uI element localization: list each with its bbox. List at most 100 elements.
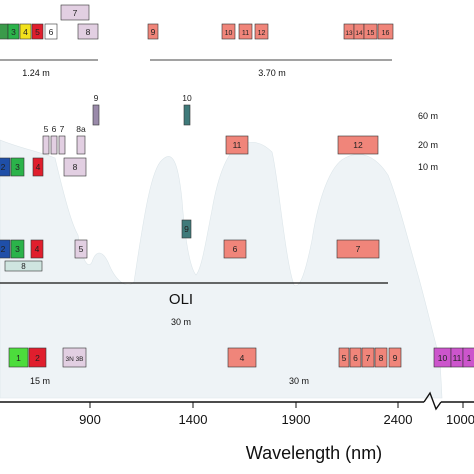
band-row1-9 xyxy=(147,23,159,40)
band-row3-2 xyxy=(0,239,11,259)
band-row1-3 xyxy=(7,23,20,40)
band-row1-1 xyxy=(0,23,9,40)
resolution-label-10m: 10 m xyxy=(418,162,438,172)
band-row3-8 xyxy=(4,260,43,272)
band-row3-4-label: 4 xyxy=(35,244,40,254)
band-row1-6 xyxy=(44,23,58,40)
band-row2-10 xyxy=(183,104,191,126)
band-row3-7-label: 7 xyxy=(356,244,361,254)
band-row2-4 xyxy=(32,157,44,177)
band-row4-12-label: 1 xyxy=(467,353,472,363)
band-row4-3n3b-label: 3N 3B xyxy=(65,356,83,363)
sensor-name-label: OLI xyxy=(169,291,193,308)
tick-label-1000: 1000 xyxy=(446,412,474,427)
band-row1-13-label: 13 xyxy=(345,30,353,37)
band-row4-7 xyxy=(361,347,375,368)
band-row1-15 xyxy=(363,23,378,40)
band-row4-5 xyxy=(338,347,350,368)
band-row2-12-label: 12 xyxy=(353,140,363,150)
band-row4-1 xyxy=(8,347,29,368)
band-row3-3 xyxy=(10,239,25,259)
tick-label-1400: 1400 xyxy=(179,412,208,427)
band-row4-12 xyxy=(462,347,474,368)
resolution-label-20m: 20 m xyxy=(418,140,438,150)
band-row4-5-label: 5 xyxy=(342,353,347,363)
band-row4-1-label: 1 xyxy=(16,353,21,363)
band-row1-12 xyxy=(254,23,269,40)
band-row2-7 xyxy=(58,135,66,155)
band-row1-11 xyxy=(238,23,253,40)
band-row3-6-label: 6 xyxy=(233,244,238,254)
band-row2-8 xyxy=(63,157,87,177)
band-row2-5-label: 5 xyxy=(44,124,49,134)
band-row1-16-label: 16 xyxy=(382,30,390,37)
band-row4-8 xyxy=(374,347,388,368)
band-row4-10-label: 10 xyxy=(438,353,448,363)
band-row2-8-label: 8 xyxy=(73,162,78,172)
wavelength-axis: 900 1400 1900 2400 1000 Wavelength (nm) xyxy=(0,391,474,463)
band-row2-12 xyxy=(337,135,379,155)
band-row2-2-label: 2 xyxy=(1,162,6,172)
band-row1-9-label: 9 xyxy=(151,27,156,37)
band-row1-16 xyxy=(377,23,394,40)
band-row1-10-label: 10 xyxy=(225,30,233,37)
band-row2-9 xyxy=(92,104,100,126)
band-row1-6-label: 6 xyxy=(49,27,54,37)
band-row4-7-label: 7 xyxy=(366,353,371,363)
tick-label-1900: 1900 xyxy=(282,412,311,427)
band-row1-8 xyxy=(77,23,99,40)
band-row1-3-label: 3 xyxy=(11,27,16,37)
band-row3-4 xyxy=(30,239,44,259)
axis-break-mark xyxy=(423,391,442,411)
resolution-label-30m: 30 m xyxy=(289,376,309,386)
band-row3-6 xyxy=(223,239,247,259)
band-row2-3 xyxy=(10,157,25,177)
band-row1-14-label: 14 xyxy=(355,30,363,37)
band-row2-8a-label: 8a xyxy=(76,124,86,134)
atmospheric-transmission-area xyxy=(0,139,443,399)
band-row2-10-label: 10 xyxy=(182,93,192,103)
band-row3-9-label: 9 xyxy=(184,224,189,234)
band-row2-5 xyxy=(42,135,50,155)
band-row3-5 xyxy=(74,239,88,259)
band-row2-8a xyxy=(76,135,86,155)
band-row4-6-label: 6 xyxy=(353,353,358,363)
tick-label-900: 900 xyxy=(79,412,101,427)
band-row3-7 xyxy=(336,239,380,259)
band-row1-4 xyxy=(19,23,32,40)
band-row1-10 xyxy=(221,23,236,40)
band-row2-2 xyxy=(0,157,11,177)
band-row2-11-label: 11 xyxy=(233,140,242,150)
band-row1-7 xyxy=(60,4,90,21)
row-1-bands: 3 4 5 6 7 8 9 10 11 12 13 14 15 16 1.24 … xyxy=(0,4,394,78)
band-row2-6 xyxy=(50,135,58,155)
band-row1-15-label: 15 xyxy=(367,30,375,37)
band-row1-5 xyxy=(31,23,44,40)
band-row3-5-label: 5 xyxy=(79,244,84,254)
band-row2-7-label: 7 xyxy=(60,124,65,134)
row-3-bands: 9 2 3 4 5 6 7 8 xyxy=(0,219,380,272)
band-row4-4 xyxy=(227,347,257,368)
band-row2-6-label: 6 xyxy=(52,124,57,134)
band-row4-2-label: 2 xyxy=(35,353,40,363)
tick-label-2400: 2400 xyxy=(384,412,413,427)
band-row3-8-label: 8 xyxy=(21,262,26,271)
band-row4-2 xyxy=(28,347,47,368)
band-row4-9 xyxy=(388,347,402,368)
band-row1-4-label: 4 xyxy=(23,27,28,37)
band-row3-2-label: 2 xyxy=(1,244,6,254)
band-row4-11-label: 11 xyxy=(453,353,462,363)
sensor-resolution-label: 30 m xyxy=(171,317,191,327)
band-row3-3-label: 3 xyxy=(15,244,20,254)
resolution-label-15m: 15 m xyxy=(30,376,50,386)
axis-title: Wavelength (nm) xyxy=(246,443,382,463)
band-row2-3-label: 3 xyxy=(15,162,20,172)
band-row2-4-label: 4 xyxy=(36,162,41,172)
resolution-label-1-24m: 1.24 m xyxy=(22,68,50,78)
band-row1-11-label: 11 xyxy=(242,30,249,37)
resolution-label-3-70m: 3.70 m xyxy=(258,68,286,78)
row-2-bands: 9 10 5 6 7 8a 11 12 2 3 4 8 60 m 20 m 10… xyxy=(0,93,438,177)
resolution-label-60m: 60 m xyxy=(418,111,438,121)
